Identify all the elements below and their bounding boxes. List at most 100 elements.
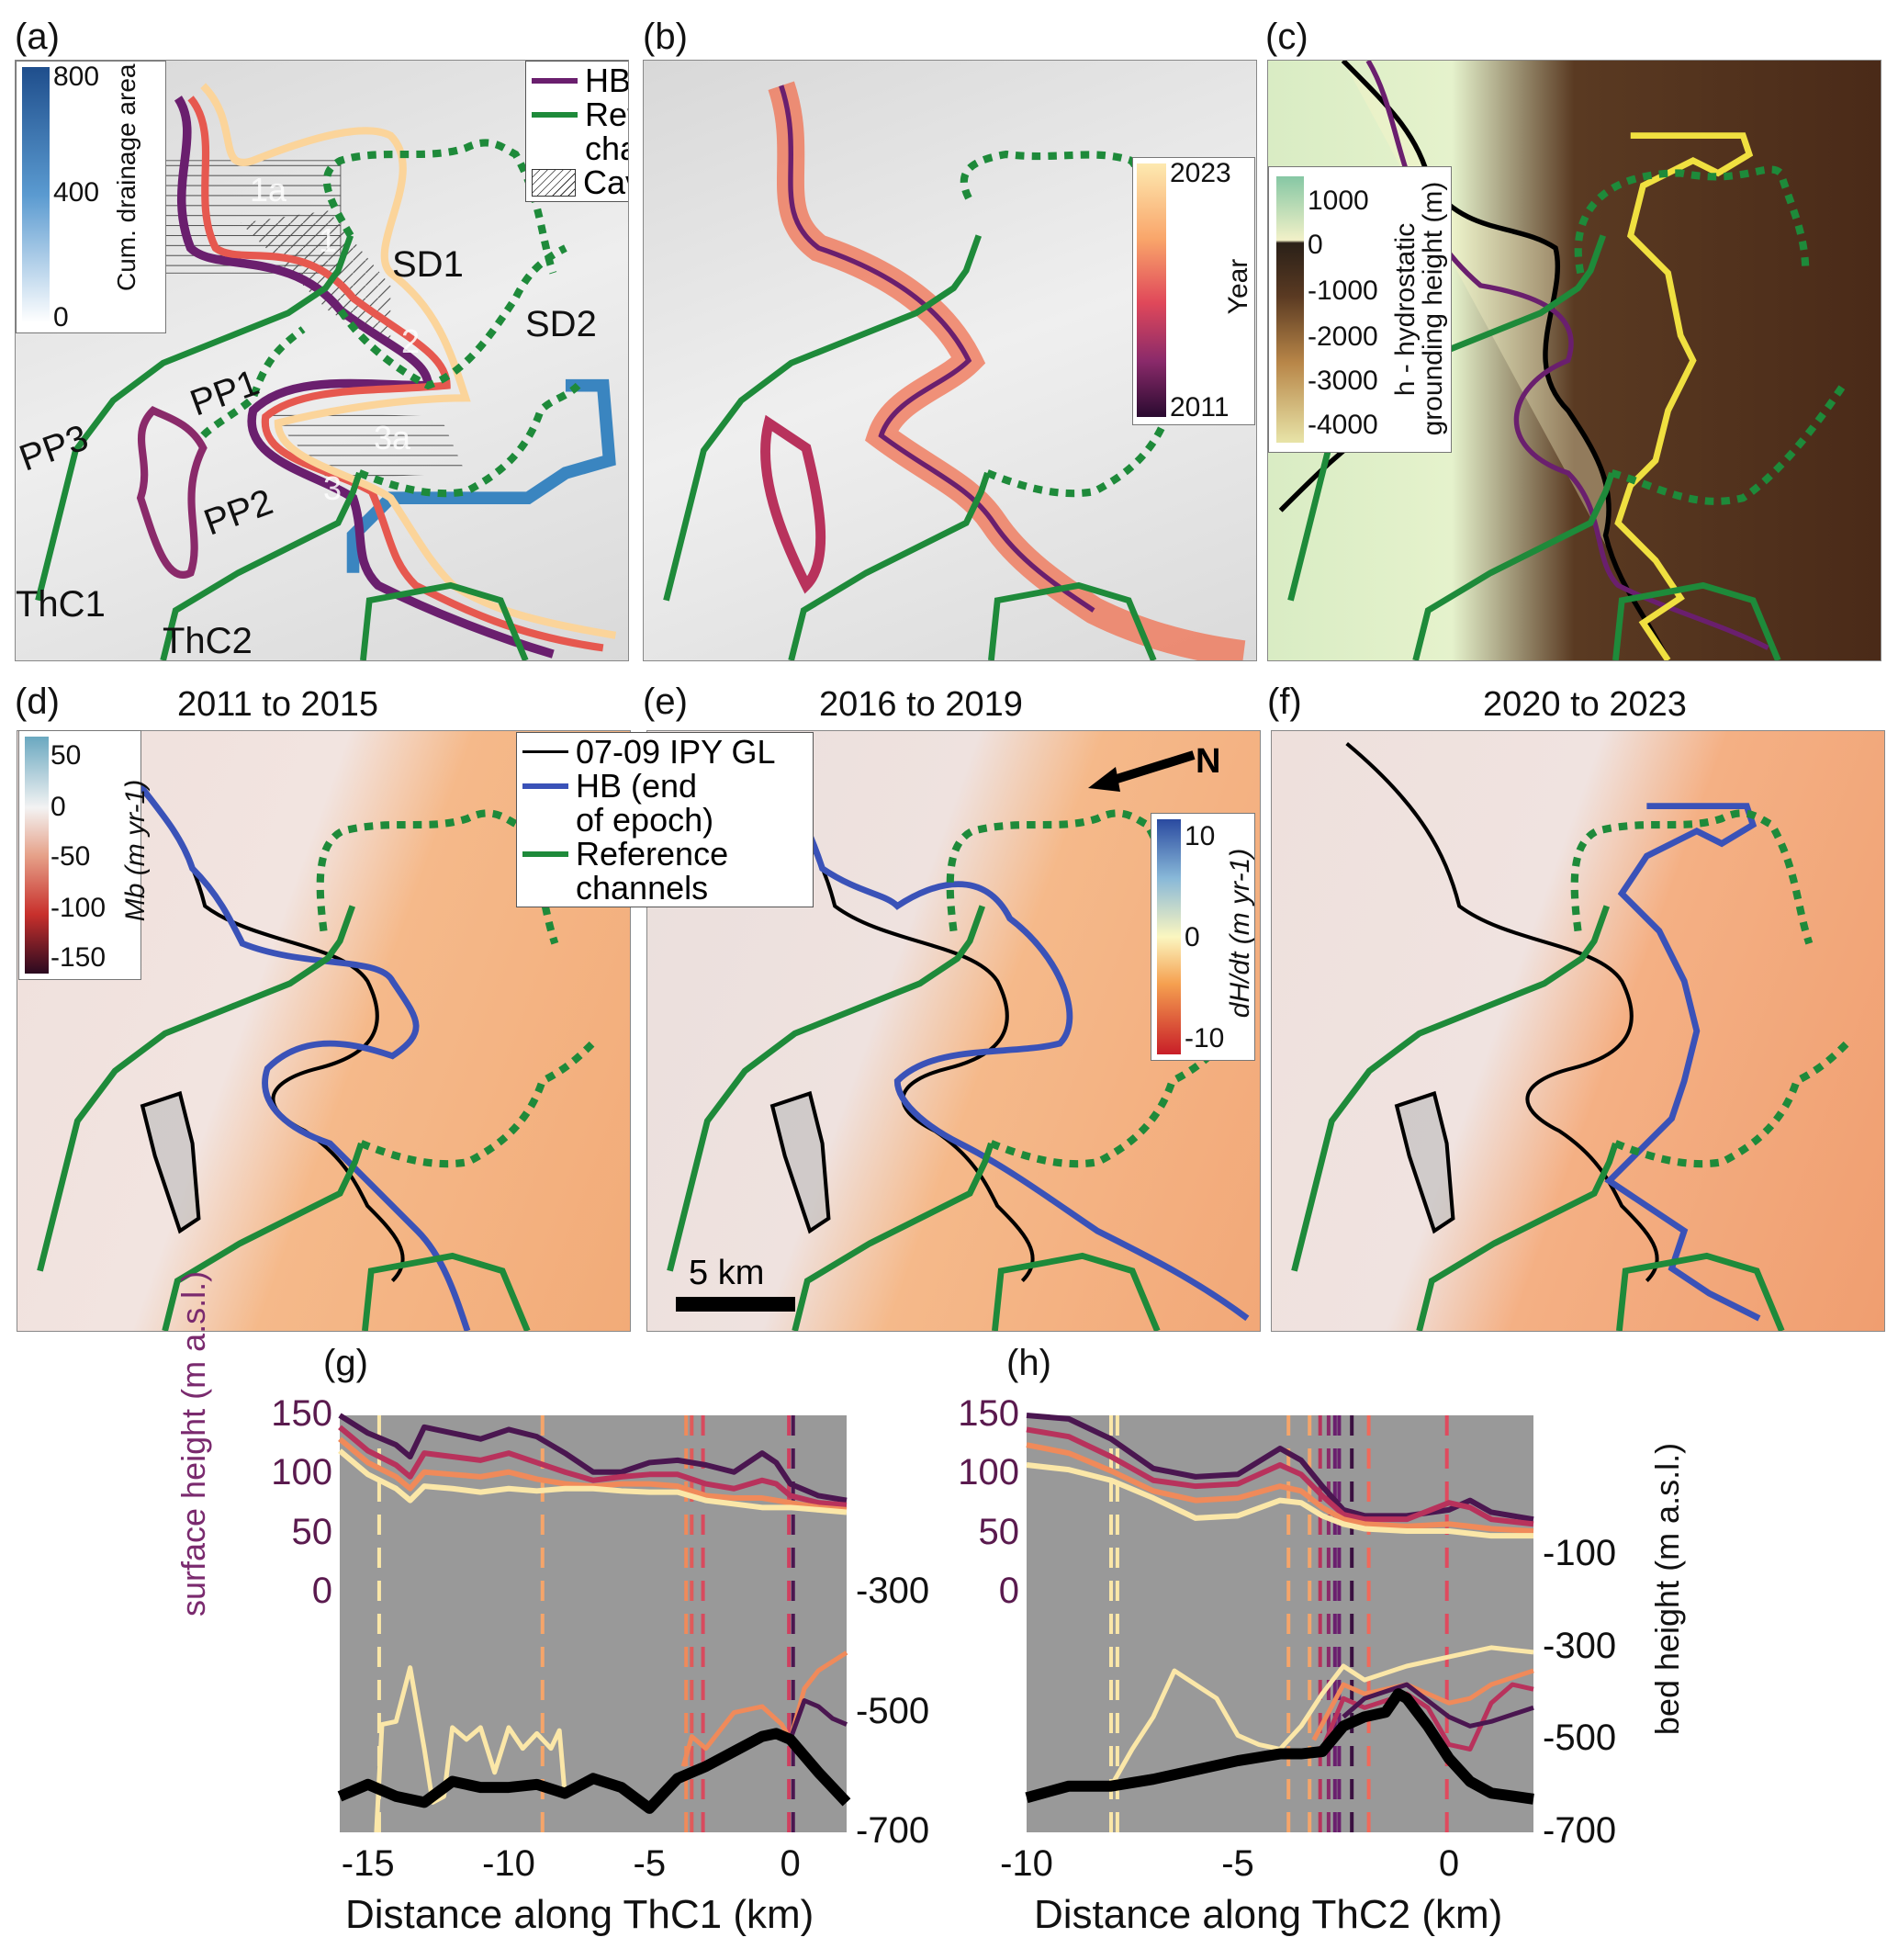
panel-c-map: 1000 0 -1000 -2000 -3000 -4000 h - hydro…	[1267, 60, 1881, 661]
panel-de-legend: 07-09 IPY GL HB (end of epoch) Reference…	[516, 732, 814, 907]
legend-swatch	[522, 850, 568, 857]
panel-d-title: 2011 to 2015	[177, 685, 379, 724]
reference-channel-sd1	[1574, 165, 1810, 275]
y-left-tick-label: 0	[998, 1570, 1019, 1611]
colorbar-title: Year	[1223, 258, 1253, 315]
north-arrow-icon	[1088, 750, 1196, 792]
legend-swatch	[532, 77, 578, 84]
panel-d-colorbar: 50 0 -50 -100 -150 Mb (m yr-1)	[18, 730, 151, 980]
surface-height-line	[1026, 1462, 1533, 1539]
chart-g-ylabel-left: surface height (m a.s.l.)	[174, 1270, 212, 1616]
reference-channel-box	[1612, 581, 1781, 660]
panel-f-map	[1271, 730, 1885, 1332]
grounding-line-island	[140, 1090, 201, 1234]
bed-profile-line	[1025, 1688, 1534, 1805]
panel-a-overlay	[35, 83, 617, 660]
hb-end-of-epoch	[115, 754, 471, 1331]
reference-channel-thc1	[1291, 905, 1611, 1272]
annotation-thc1: ThC1	[16, 584, 106, 625]
x-tick-label: -10	[1000, 1843, 1053, 1884]
reference-channel-sd1	[946, 809, 1189, 945]
colorbar-title-line2: grounding height (m)	[1418, 181, 1448, 436]
colorbar-title: Cum. drainage area (km²)	[112, 60, 140, 291]
colorbar-tick: 2023	[1170, 158, 1231, 188]
inverted-bed-line	[788, 1697, 848, 1740]
inverted-bed-line	[1342, 1682, 1534, 1729]
legend-label: HBs	[585, 62, 629, 99]
reference-channel-thc2	[792, 1142, 994, 1331]
y-left-tick-label: 50	[978, 1511, 1020, 1552]
reference-channel-sd1	[316, 809, 559, 945]
panel-b-map: 2023 2011 Year	[643, 60, 1257, 661]
panel-f-label: (f)	[1267, 681, 1302, 722]
colorbar-tick: 1000	[1308, 186, 1369, 216]
reference-channel-box	[362, 1252, 531, 1331]
x-tick-label: -5	[633, 1843, 667, 1884]
annotation-sd1: SD1	[392, 244, 464, 285]
annotation-thc2: ThC2	[163, 621, 253, 661]
y-left-tick-label: 100	[271, 1452, 332, 1493]
reference-channel-thc2	[160, 471, 363, 660]
x-tick-label: -15	[341, 1843, 395, 1884]
inverted-bed-line	[680, 1650, 848, 1767]
legend-label: channels	[576, 869, 709, 907]
chart-h-xlabel: Distance along ThC2 (km)	[1034, 1892, 1503, 1937]
panel-c-label: (c)	[1265, 17, 1308, 57]
reference-channel-box	[992, 1252, 1161, 1331]
colorbar-tick: -100	[51, 893, 107, 923]
hb-line-early	[174, 96, 555, 659]
reference-channel-sd3	[1611, 383, 1847, 505]
hb-pp-loop	[136, 405, 208, 579]
legend-item-hb: HB (end	[522, 769, 807, 803]
y-right-tick-label: -700	[856, 1810, 930, 1851]
hb-line-late	[200, 83, 617, 639]
chart-h-ylabel-right: bed height (m a.s.l.)	[1648, 1442, 1686, 1736]
y-left-tick-label: 100	[958, 1452, 1019, 1493]
annotation-sd2: SD2	[525, 304, 597, 344]
hb-end-of-epoch	[1604, 803, 1761, 1322]
reference-channel-box	[988, 581, 1157, 660]
surface-height-line	[338, 1425, 848, 1508]
reference-channel-sd3	[1613, 1041, 1850, 1168]
hb-2023	[1614, 132, 1754, 660]
annotation-3a: 3a	[374, 419, 411, 456]
annotation-1a: 1a	[250, 171, 287, 208]
hb-end-of-epoch	[769, 754, 1250, 1322]
colorbar-tick: 800	[53, 62, 100, 92]
map-overlay	[667, 742, 1250, 1331]
annotation-3: 3	[323, 469, 343, 507]
inverted-bed-line	[1311, 1668, 1534, 1741]
reference-channel-sd1	[1570, 809, 1814, 945]
colorbar-tick: 0	[51, 792, 66, 822]
legend-label: HB (end	[576, 767, 698, 805]
colorbar-tick: -3000	[1308, 366, 1378, 396]
annotation-2: 2	[401, 322, 421, 360]
hb-earliest	[779, 84, 1095, 613]
colorbar-tick: 0	[53, 302, 69, 332]
y-left-tick-label: 0	[311, 1570, 332, 1611]
cavity-1-hatch	[241, 210, 391, 348]
colorbar-gradient	[1276, 176, 1304, 443]
reference-channel-thc2	[1416, 1142, 1619, 1331]
legend-item-hbs: HBs	[532, 62, 629, 99]
colorbar-tick: -150	[51, 942, 107, 973]
chart-g-xlabel: Distance along ThC1 (km)	[345, 1892, 814, 1937]
reference-channel-thc1	[667, 905, 986, 1272]
grounding-line-island	[1394, 1090, 1455, 1234]
panel-c-colorbar: 1000 0 -1000 -2000 -3000 -4000 h - hydro…	[1268, 166, 1452, 453]
scale-bar	[676, 1297, 795, 1312]
legend-label: Cavities	[583, 163, 628, 201]
chart-svg	[1025, 1413, 1534, 1832]
colorbar-tick: 50	[51, 740, 82, 771]
colorbar-tick: 0	[1185, 922, 1200, 952]
colorbar-tick: -4000	[1308, 410, 1378, 440]
surface-height-line	[338, 1413, 848, 1504]
chart-g-plot-area	[337, 1413, 851, 1833]
y-right-tick-label: -500	[1543, 1718, 1617, 1759]
reference-channel-box	[1616, 1252, 1785, 1331]
y-right-tick-label: -300	[1543, 1625, 1617, 1666]
panel-f-title: 2020 to 2023	[1483, 685, 1687, 724]
colorbar-tick: 400	[53, 177, 100, 208]
colorbar-title: Mb (m yr-1)	[120, 779, 151, 922]
panel-b-label: (b)	[643, 17, 688, 57]
